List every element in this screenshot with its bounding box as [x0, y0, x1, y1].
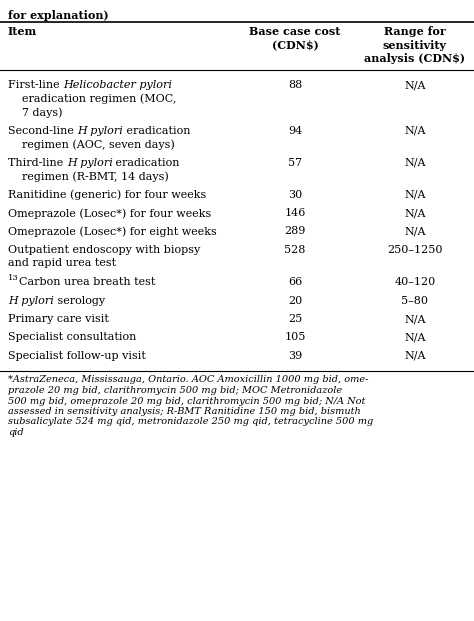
Text: serology: serology [54, 296, 105, 306]
Text: for explanation): for explanation) [8, 10, 109, 21]
Text: Third-line: Third-line [8, 158, 67, 168]
Text: eradication: eradication [123, 125, 191, 135]
Text: prazole 20 mg bid, clarithromycin 500 mg bid; MOC Metronidazole: prazole 20 mg bid, clarithromycin 500 mg… [8, 386, 342, 395]
Text: Primary care visit: Primary care visit [8, 314, 109, 324]
Text: eradication regimen (MOC,: eradication regimen (MOC, [8, 94, 176, 104]
Text: N/A: N/A [404, 80, 426, 90]
Text: Item: Item [8, 26, 37, 37]
Text: Specialist follow-up visit: Specialist follow-up visit [8, 351, 146, 361]
Text: N/A: N/A [404, 314, 426, 324]
Text: regimen (R-BMT, 14 days): regimen (R-BMT, 14 days) [8, 171, 169, 181]
Text: 146: 146 [284, 208, 306, 218]
Text: 20: 20 [288, 296, 302, 306]
Text: 5–80: 5–80 [401, 296, 428, 306]
Text: 500 mg bid, omeprazole 20 mg bid, clarithromycin 500 mg bid; N/A Not: 500 mg bid, omeprazole 20 mg bid, clarit… [8, 396, 365, 406]
Text: H pylori: H pylori [67, 158, 112, 168]
Text: H pylori: H pylori [8, 296, 54, 306]
Text: assessed in sensitivity analysis; R-BMT Ranitidine 150 mg bid, bismuth: assessed in sensitivity analysis; R-BMT … [8, 407, 361, 416]
Text: and rapid urea test: and rapid urea test [8, 258, 116, 268]
Text: 39: 39 [288, 351, 302, 361]
Text: qid: qid [8, 428, 24, 437]
Text: 7 days): 7 days) [8, 107, 63, 117]
Text: 66: 66 [288, 277, 302, 287]
Text: Omeprazole (Losec*) for eight weeks: Omeprazole (Losec*) for eight weeks [8, 227, 217, 237]
Text: Carbon urea breath test: Carbon urea breath test [19, 277, 155, 287]
Text: Range for
sensitivity
analysis (CDN$): Range for sensitivity analysis (CDN$) [365, 26, 465, 65]
Text: 94: 94 [288, 125, 302, 135]
Text: Ranitidine (generic) for four weeks: Ranitidine (generic) for four weeks [8, 189, 206, 200]
Text: Second-line: Second-line [8, 125, 77, 135]
Text: 30: 30 [288, 189, 302, 199]
Text: eradication: eradication [112, 158, 180, 168]
Text: Specialist consultation: Specialist consultation [8, 332, 137, 343]
Text: N/A: N/A [404, 189, 426, 199]
Text: First-line: First-line [8, 80, 63, 90]
Text: 289: 289 [284, 227, 306, 237]
Text: 40–120: 40–120 [394, 277, 436, 287]
Text: Helicobacter pylori: Helicobacter pylori [63, 80, 172, 90]
Text: N/A: N/A [404, 351, 426, 361]
Text: N/A: N/A [404, 125, 426, 135]
Text: N/A: N/A [404, 332, 426, 343]
Text: regimen (AOC, seven days): regimen (AOC, seven days) [8, 139, 175, 150]
Text: Outpatient endoscopy with biopsy: Outpatient endoscopy with biopsy [8, 245, 200, 255]
Text: 57: 57 [288, 158, 302, 168]
Text: 88: 88 [288, 80, 302, 90]
Text: Omeprazole (Losec*) for four weeks: Omeprazole (Losec*) for four weeks [8, 208, 211, 219]
Text: N/A: N/A [404, 208, 426, 218]
Text: 13: 13 [8, 274, 19, 282]
Text: N/A: N/A [404, 227, 426, 237]
Text: Base case cost
(CDN$): Base case cost (CDN$) [249, 26, 341, 51]
Text: 528: 528 [284, 245, 306, 255]
Text: 250–1250: 250–1250 [387, 245, 443, 255]
Text: 25: 25 [288, 314, 302, 324]
Text: N/A: N/A [404, 158, 426, 168]
Text: H pylori: H pylori [77, 125, 123, 135]
Text: *AstraZeneca, Mississauga, Ontario. AOC Amoxicillin 1000 mg bid, ome-: *AstraZeneca, Mississauga, Ontario. AOC … [8, 376, 368, 384]
Text: 105: 105 [284, 332, 306, 343]
Text: subsalicylate 524 mg qid, metronidazole 250 mg qid, tetracycline 500 mg: subsalicylate 524 mg qid, metronidazole … [8, 417, 373, 427]
